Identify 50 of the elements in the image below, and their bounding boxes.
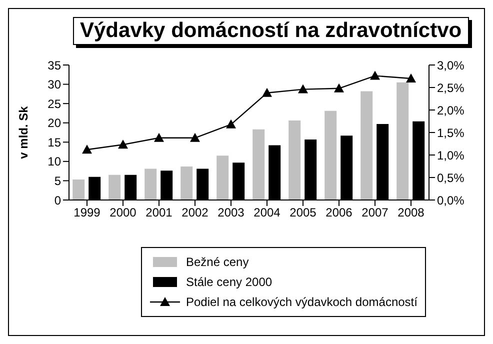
y2-tick-label: 3,0%: [437, 58, 465, 72]
y2-tick-label: 2,5%: [437, 80, 465, 95]
point: [334, 83, 344, 92]
y2-tick-label: 1,0%: [437, 148, 465, 162]
chart-title: Výdavky domácností na zdravotníctvo: [73, 17, 469, 45]
y-tick-label: 0: [54, 193, 62, 208]
legend-label: Bežné ceny: [186, 254, 249, 271]
point: [154, 132, 164, 142]
legend-label: Stále ceny 2000: [186, 274, 272, 291]
y-tick-label: 10: [48, 154, 62, 169]
point: [406, 74, 416, 82]
bar: [324, 110, 337, 200]
x-tick-label: 2002: [182, 206, 209, 220]
bar: [180, 166, 193, 200]
y-tick-label: 5: [54, 174, 62, 188]
x-tick-label: 2003: [218, 206, 245, 220]
y-tick-label: 30: [48, 78, 62, 92]
point: [118, 140, 128, 149]
point: [190, 132, 200, 142]
x-tick-label: 2005: [290, 206, 317, 220]
y2-tick-label: 0,0%: [437, 193, 465, 208]
point: [262, 88, 272, 97]
x-tick-label: 1999: [74, 206, 101, 220]
bar: [216, 156, 229, 200]
point: [370, 70, 380, 80]
bar: [72, 180, 85, 200]
x-tick-label: 2001: [146, 206, 173, 220]
bar: [108, 174, 121, 200]
y-tick-label: 15: [48, 135, 62, 150]
point: [298, 84, 308, 94]
x-tick-label: 2008: [398, 206, 425, 220]
bar: [396, 82, 409, 200]
x-tick-label: 2007: [362, 206, 389, 220]
bar: [144, 168, 157, 200]
y-tick-label: 25: [48, 96, 62, 111]
x-tick-label: 2000: [110, 206, 137, 220]
bar: [288, 120, 301, 200]
y2-tick-label: 0,5%: [437, 170, 465, 185]
y-tick-label: 20: [48, 116, 62, 130]
bar: [252, 129, 265, 200]
x-tick-label: 2004: [254, 206, 281, 220]
x-tick-label: 2006: [326, 206, 353, 220]
point: [82, 144, 92, 154]
point: [226, 119, 236, 128]
y-tick-label: 35: [48, 58, 62, 72]
bar: [360, 91, 373, 200]
y2-tick-label: 1,5%: [437, 126, 465, 140]
y2-tick-label: 2,0%: [437, 103, 465, 118]
y-axis-title: v mld. Sk: [16, 106, 30, 159]
legend-label: Podiel na celkových výdavkoch domácností: [186, 294, 418, 311]
